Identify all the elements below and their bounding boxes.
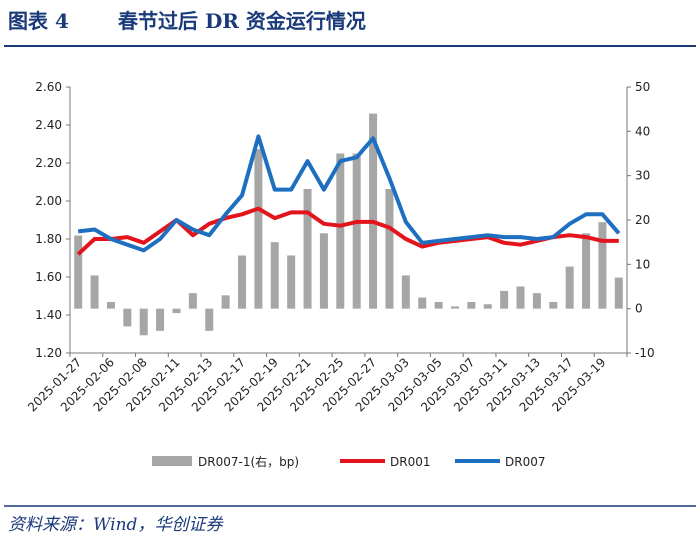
bar <box>614 277 623 309</box>
legend-swatch <box>152 456 192 466</box>
y-tick-label: 1.40 <box>35 308 62 322</box>
bar <box>90 275 99 309</box>
y-tick-label: 1.20 <box>35 346 62 360</box>
bar <box>106 302 115 309</box>
bar <box>74 235 83 309</box>
legend-label: DR001 <box>390 455 430 469</box>
bar <box>418 297 427 309</box>
bar <box>369 113 378 309</box>
bar <box>156 308 165 331</box>
bar <box>238 255 247 309</box>
y2-tick-label: 50 <box>635 80 650 94</box>
line <box>77 134 621 253</box>
y2-tick-label: 40 <box>635 124 650 138</box>
bar <box>549 302 558 309</box>
y2-tick-label: 10 <box>635 257 650 271</box>
bar <box>450 306 459 309</box>
bar <box>254 149 263 309</box>
bar <box>434 302 443 309</box>
line <box>76 206 619 256</box>
bar <box>303 188 312 309</box>
legend-label: DR007-1(右，bp) <box>198 454 299 469</box>
bar <box>336 153 345 309</box>
bar <box>582 233 591 309</box>
bar <box>221 295 230 309</box>
chart-title: 春节过后 DR 资金运行情况 <box>117 9 366 33</box>
y-tick-label: 1.60 <box>35 270 62 284</box>
bar <box>205 308 214 331</box>
y2-tick-label: 20 <box>635 213 650 227</box>
bar <box>319 233 328 309</box>
bar <box>565 266 574 309</box>
bar <box>483 304 492 309</box>
y-tick-label: 2.20 <box>35 156 62 170</box>
bar <box>385 188 394 309</box>
bar <box>172 308 181 314</box>
source: 资料来源：Wind，华创证券 <box>8 515 224 535</box>
bar <box>139 308 148 336</box>
bar <box>287 255 296 309</box>
figure-label: 图表 4 <box>8 9 69 33</box>
bar <box>467 302 476 309</box>
y-tick-label: 2.40 <box>35 118 62 132</box>
bar <box>532 293 541 309</box>
y-tick-label: 1.80 <box>35 232 62 246</box>
bar <box>401 275 410 309</box>
bar <box>188 293 197 309</box>
bar <box>500 290 509 309</box>
y2-tick-label: 0 <box>635 302 643 316</box>
y2-tick-label: 30 <box>635 169 650 183</box>
y-tick-label: 2.00 <box>35 194 62 208</box>
bar <box>598 222 607 309</box>
bar <box>123 308 132 327</box>
legend-label: DR007 <box>505 455 545 469</box>
bar <box>270 242 279 309</box>
bar <box>352 153 361 309</box>
y-tick-label: 2.60 <box>35 80 62 94</box>
bar <box>516 286 525 309</box>
y2-tick-label: -10 <box>635 346 655 360</box>
